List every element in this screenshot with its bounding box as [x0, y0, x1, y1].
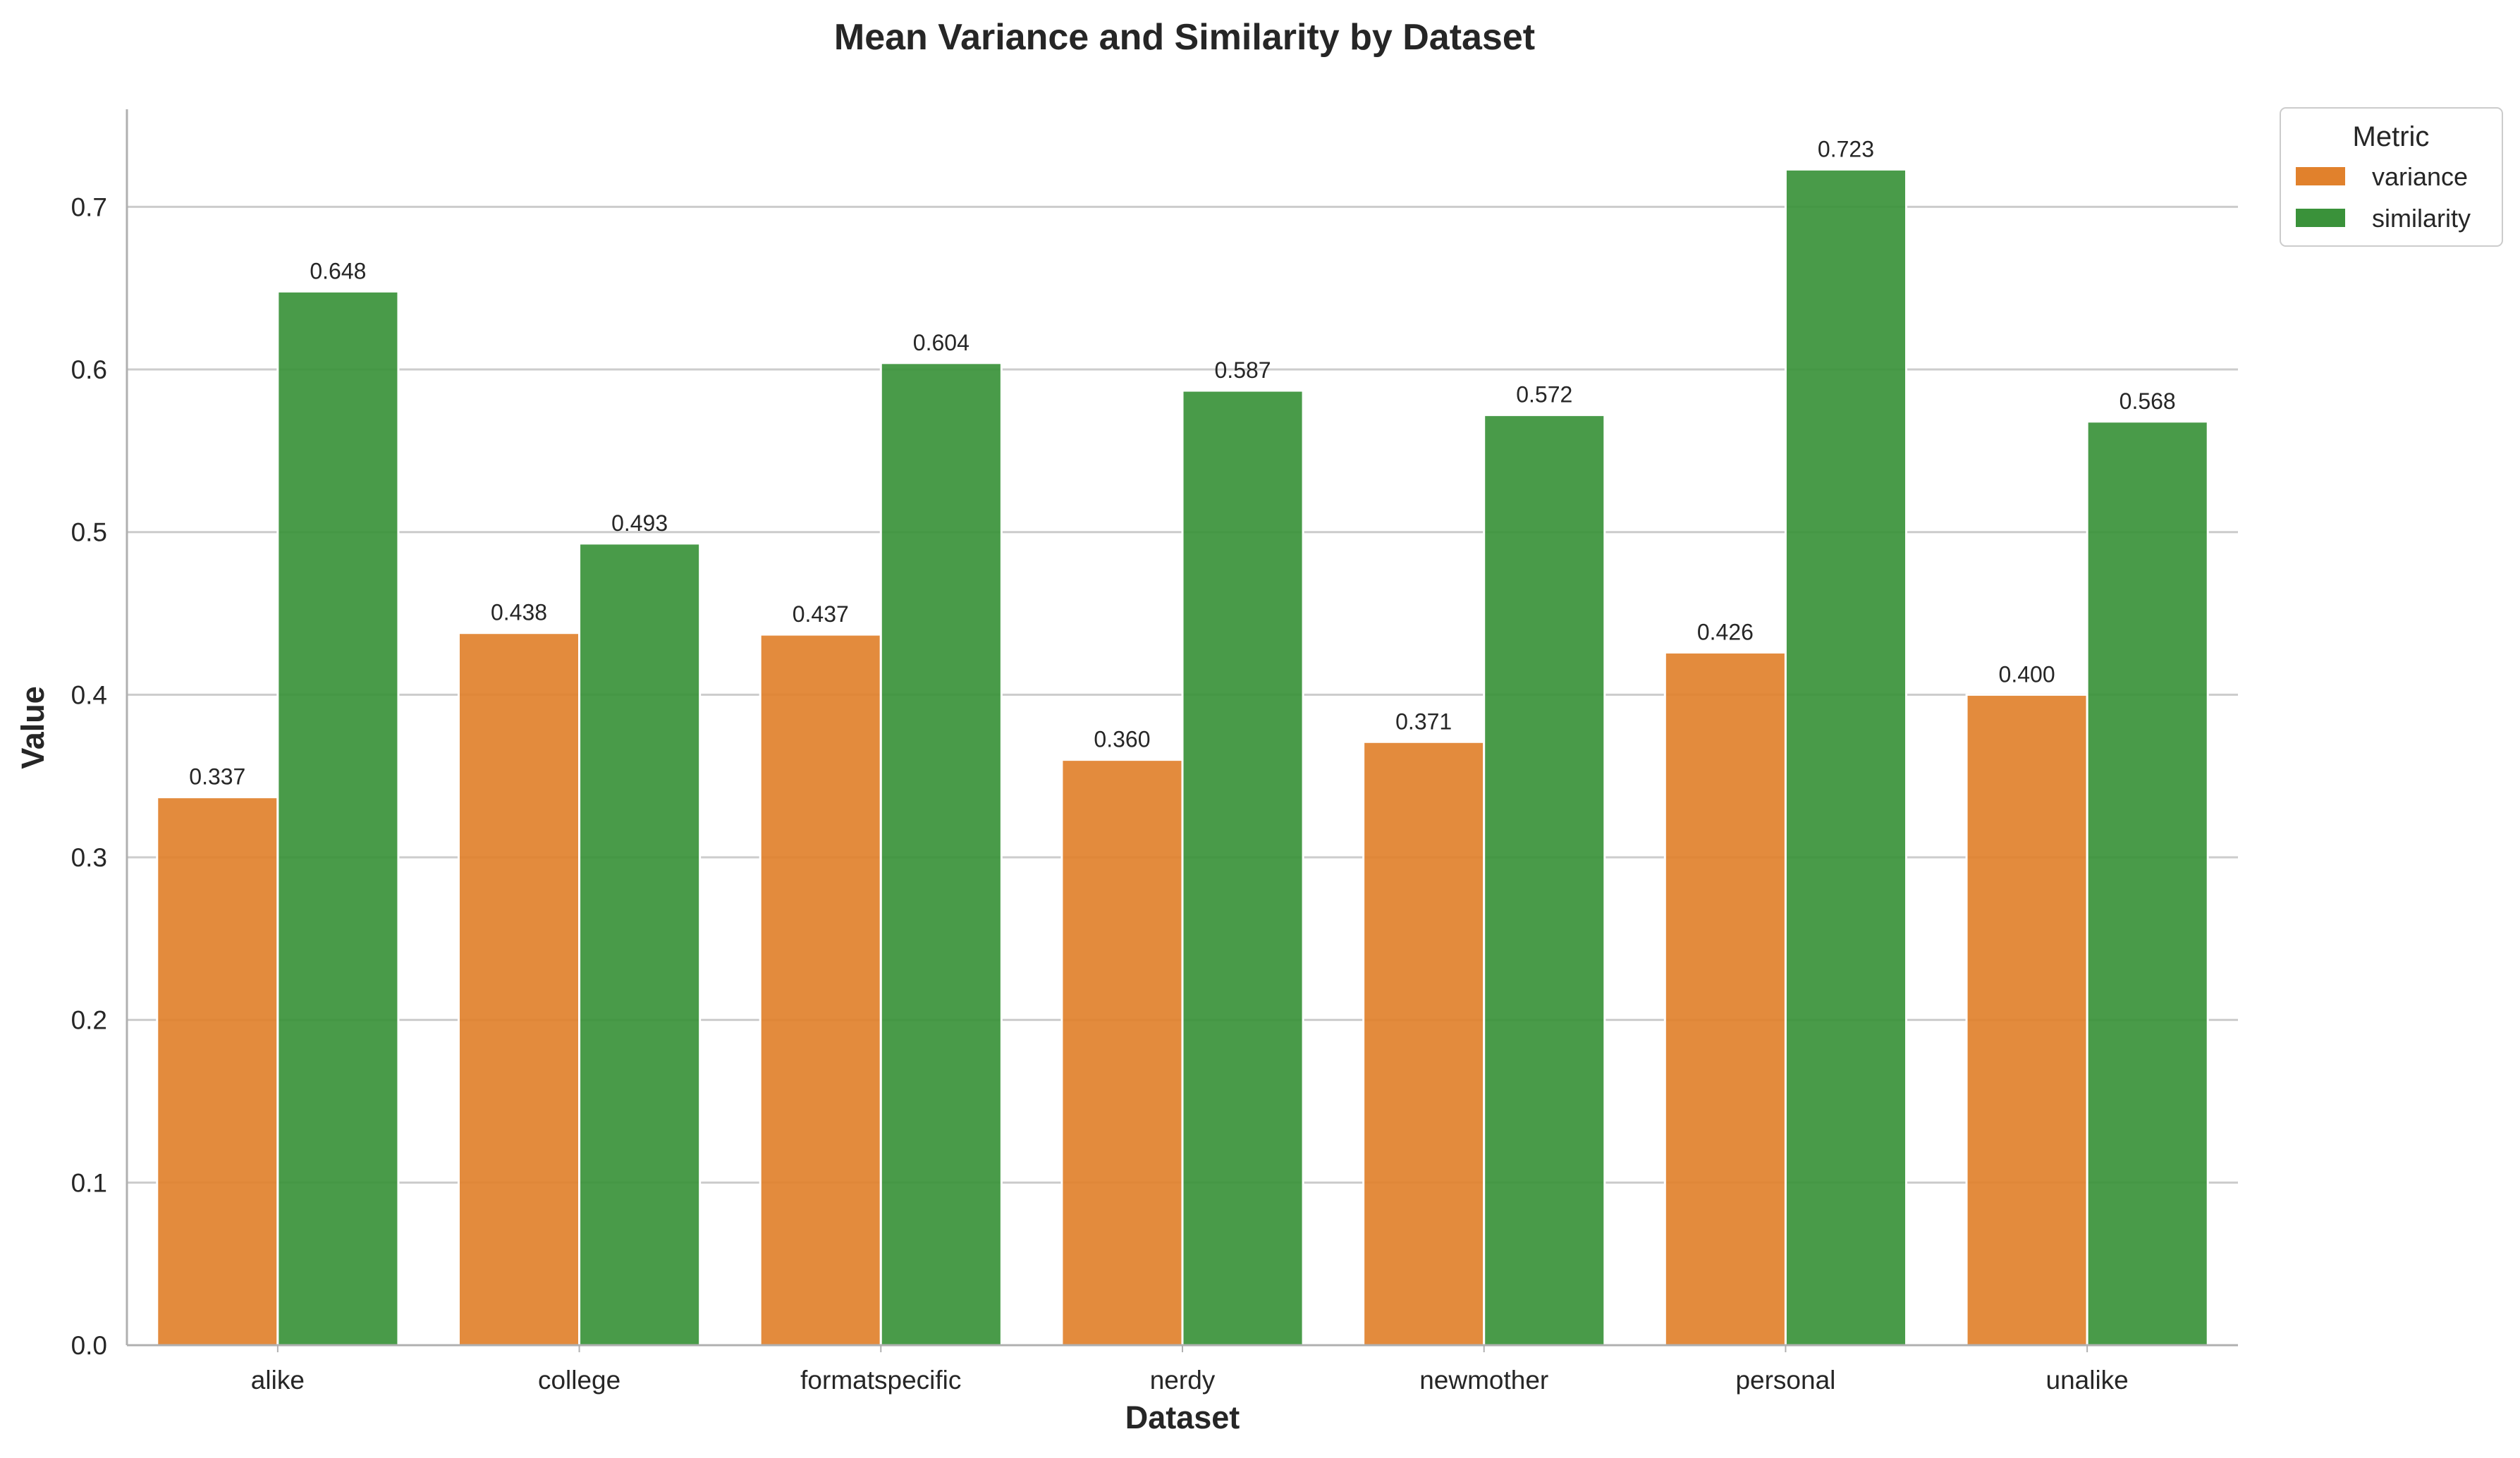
data-label-variance-newmother: 0.371 [1395, 709, 1452, 734]
chart-title: Mean Variance and Similarity by Dataset [834, 17, 1535, 58]
y-tick-label: 0.5 [71, 518, 107, 547]
y-tick-label: 0.6 [71, 355, 107, 384]
y-tick-label: 0.2 [71, 1006, 107, 1035]
data-label-variance-college: 0.438 [491, 600, 547, 625]
bar-variance-formatspecific [759, 633, 882, 1347]
data-label-similarity-nerdy: 0.587 [1215, 357, 1271, 383]
bar-variance-college [457, 632, 581, 1347]
x-tick-label: nerdy [1150, 1366, 1216, 1395]
labels: 0.0 0.1 0.2 0.3 0.4 0.5 0.6 0.7 0.337 0.648 alike 0… [71, 136, 2176, 1395]
bar-similarity-newmother [1483, 414, 1606, 1347]
data-label-similarity-personal: 0.723 [1818, 136, 1874, 161]
legend-label-similarity: similarity [2372, 204, 2471, 233]
data-label-variance-unalike: 0.400 [1999, 661, 2055, 687]
bar-similarity-college [578, 542, 702, 1347]
x-tick-label: unalike [2046, 1366, 2129, 1395]
bar-variance-newmother [1362, 740, 1486, 1347]
bar-variance-personal [1663, 651, 1787, 1347]
axes [126, 109, 2238, 1352]
x-tick-label: personal [1735, 1366, 1835, 1395]
bar-variance-nerdy [1060, 759, 1184, 1347]
legend-swatch-variance [2296, 167, 2345, 185]
data-label-similarity-college: 0.493 [611, 510, 668, 536]
bar-similarity-personal [1784, 168, 1908, 1347]
x-tick-label: newmother [1419, 1366, 1548, 1395]
bar-variance-alike [156, 796, 279, 1347]
data-label-similarity-alike: 0.648 [310, 258, 366, 283]
data-label-similarity-formatspecific: 0.604 [913, 330, 970, 355]
y-axis-label: Value [15, 686, 51, 769]
data-label-variance-alike: 0.337 [189, 764, 245, 790]
data-label-similarity-unalike: 0.568 [2120, 388, 2176, 414]
data-label-similarity-newmother: 0.572 [1516, 382, 1572, 408]
y-tick-label: 0.7 [71, 192, 107, 221]
x-tick-label: college [538, 1366, 620, 1395]
bar-similarity-nerdy [1181, 389, 1304, 1347]
bar-variance-unalike [1965, 693, 2088, 1347]
legend: Metric variance similarity [2280, 107, 2503, 247]
x-tick-label: alike [251, 1366, 305, 1395]
y-tick-label: 0.4 [71, 680, 107, 709]
bar-similarity-formatspecific [879, 362, 1003, 1347]
y-tick-label: 0.0 [71, 1331, 107, 1360]
y-tick-label: 0.1 [71, 1168, 107, 1197]
legend-title: Metric [2353, 121, 2430, 152]
x-tick-label: formatspecific [800, 1366, 961, 1395]
bar-similarity-unalike [2086, 420, 2209, 1347]
data-label-variance-formatspecific: 0.437 [793, 601, 849, 627]
legend-swatch-similarity [2296, 209, 2345, 227]
bar-similarity-alike [276, 290, 400, 1347]
y-tick-label: 0.3 [71, 843, 107, 872]
bars [156, 168, 2209, 1347]
x-axis-label: Dataset [1125, 1399, 1240, 1435]
data-label-variance-nerdy: 0.360 [1094, 727, 1150, 752]
data-label-variance-personal: 0.426 [1697, 619, 1754, 644]
legend-label-variance: variance [2372, 162, 2468, 191]
